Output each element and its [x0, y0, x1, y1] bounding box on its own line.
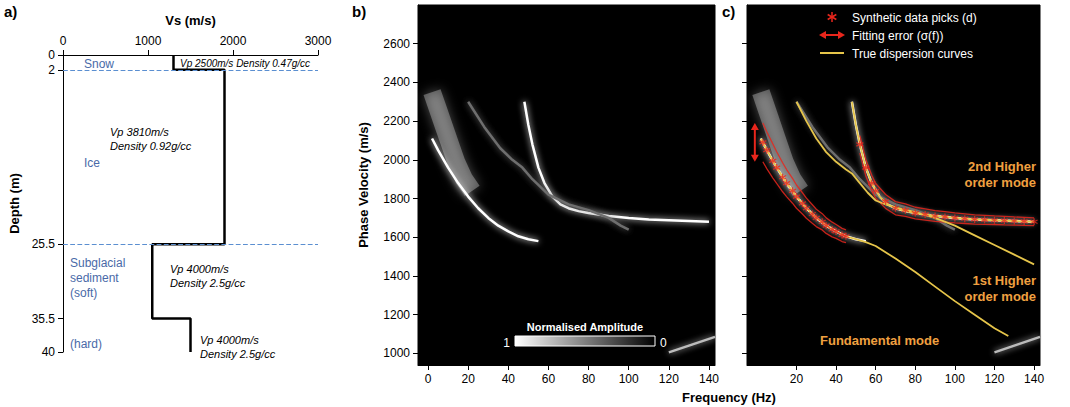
svg-text:Frequency (Hz): Frequency (Hz): [682, 390, 776, 405]
svg-text:0: 0: [425, 372, 432, 386]
svg-text:Synthetic data picks (d): Synthetic data picks (d): [852, 11, 977, 25]
svg-text:order mode: order mode: [964, 289, 1036, 304]
svg-text:100: 100: [945, 372, 965, 386]
svg-text:80: 80: [909, 372, 923, 386]
svg-text:1000: 1000: [135, 34, 162, 48]
svg-text:0: 0: [60, 34, 67, 48]
svg-text:2000: 2000: [383, 153, 410, 167]
svg-text:Density 0.92g/cc: Density 0.92g/cc: [110, 140, 192, 152]
svg-text:20: 20: [461, 372, 475, 386]
svg-text:140: 140: [699, 372, 719, 386]
svg-text:sediment: sediment: [70, 271, 119, 285]
svg-text:order mode: order mode: [964, 175, 1036, 190]
svg-text:100: 100: [619, 372, 639, 386]
svg-text:1: 1: [503, 336, 510, 350]
svg-text:1st Higher: 1st Higher: [972, 273, 1036, 288]
svg-text:120: 120: [984, 372, 1004, 386]
svg-text:1800: 1800: [383, 192, 410, 206]
svg-text:2200: 2200: [383, 114, 410, 128]
svg-text:Vp 2500m/s Density 0.47g/cc: Vp 2500m/s Density 0.47g/cc: [180, 58, 310, 69]
svg-text:2: 2: [48, 63, 55, 77]
svg-text:2400: 2400: [383, 75, 410, 89]
svg-text:Vs (m/s): Vs (m/s): [165, 13, 216, 28]
svg-text:80: 80: [582, 372, 596, 386]
svg-text:Vp 4000m/s: Vp 4000m/s: [170, 263, 229, 275]
svg-text:Ice: Ice: [84, 156, 100, 170]
svg-text:Snow: Snow: [84, 57, 114, 71]
svg-text:Normalised Amplitude: Normalised Amplitude: [527, 321, 643, 333]
svg-text:Phase Velocity (m/s): Phase Velocity (m/s): [356, 122, 371, 248]
svg-text:1000: 1000: [383, 346, 410, 360]
svg-text:True dispersion curves: True dispersion curves: [852, 47, 973, 61]
svg-text:Vp 3810m/s: Vp 3810m/s: [110, 126, 169, 138]
svg-text:a): a): [4, 3, 17, 20]
svg-text:60: 60: [869, 372, 883, 386]
svg-text:2600: 2600: [383, 37, 410, 51]
svg-text:2000: 2000: [220, 34, 247, 48]
svg-text:(soft): (soft): [70, 286, 97, 300]
svg-text:1600: 1600: [383, 230, 410, 244]
svg-text:(hard): (hard): [70, 337, 102, 351]
svg-text:b): b): [352, 3, 366, 20]
svg-text:120: 120: [659, 372, 679, 386]
svg-text:140: 140: [1024, 372, 1044, 386]
svg-text:Density 2.5g/cc: Density 2.5g/cc: [200, 348, 276, 360]
svg-text:Fitting error (σ(f)): Fitting error (σ(f)): [852, 29, 943, 43]
svg-text:Depth (m): Depth (m): [7, 173, 22, 234]
svg-text:Density 2.5g/cc: Density 2.5g/cc: [170, 277, 246, 289]
svg-text:35.5: 35.5: [32, 312, 56, 326]
svg-text:c): c): [722, 3, 735, 20]
svg-text:Vp 4000m/s: Vp 4000m/s: [200, 334, 259, 346]
svg-text:40: 40: [829, 372, 843, 386]
svg-text:60: 60: [542, 372, 556, 386]
svg-text:0: 0: [660, 336, 667, 350]
svg-text:40: 40: [42, 345, 56, 359]
svg-text:20: 20: [790, 372, 804, 386]
svg-text:Fundamental mode: Fundamental mode: [820, 333, 939, 348]
svg-text:3000: 3000: [305, 34, 332, 48]
svg-text:2nd Higher: 2nd Higher: [968, 159, 1036, 174]
svg-text:0: 0: [48, 48, 55, 62]
svg-text:25.5: 25.5: [32, 237, 56, 251]
svg-text:1400: 1400: [383, 269, 410, 283]
svg-text:Subglacial: Subglacial: [70, 256, 125, 270]
svg-text:1200: 1200: [383, 308, 410, 322]
svg-text:40: 40: [502, 372, 516, 386]
